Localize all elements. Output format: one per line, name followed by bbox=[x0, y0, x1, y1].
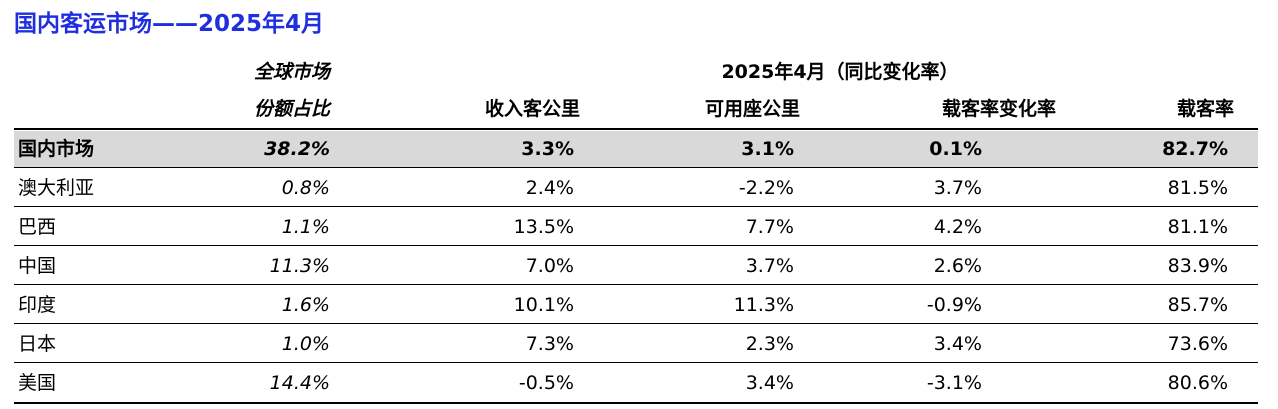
row-ask: 3.4% bbox=[745, 372, 794, 394]
header-plf-change: 载客率变化率 bbox=[941, 98, 1056, 120]
row-rpk: 13.5% bbox=[513, 216, 574, 238]
row-plf-change: 3.7% bbox=[933, 177, 982, 199]
row-divider bbox=[14, 245, 1258, 246]
row-rpk: -0.5% bbox=[518, 372, 574, 394]
row-share: 0.8% bbox=[281, 177, 330, 199]
row-plf-change: 4.2% bbox=[933, 216, 982, 238]
row-plf-change: 3.4% bbox=[933, 333, 982, 355]
row-divider bbox=[14, 323, 1258, 324]
table-row: 日本 1.0% 7.3% 2.3% 3.4% 73.6% bbox=[14, 326, 1258, 362]
header-plf: 载客率 bbox=[1176, 98, 1234, 120]
row-plf: 83.9% bbox=[1167, 255, 1228, 277]
row-name: 印度 bbox=[18, 294, 57, 316]
row-share: 11.3% bbox=[269, 255, 330, 277]
table-row-domestic-market: 国内市场 38.2% 3.3% 3.1% 0.1% 82.7% bbox=[14, 131, 1258, 167]
row-rpk: 3.3% bbox=[521, 138, 574, 160]
header-share-line2: 份额占比 bbox=[253, 98, 330, 120]
row-name: 澳大利亚 bbox=[18, 177, 95, 199]
row-rpk: 7.3% bbox=[525, 333, 574, 355]
row-rpk: 2.4% bbox=[525, 177, 574, 199]
row-ask: 7.7% bbox=[745, 216, 794, 238]
row-ask: 3.7% bbox=[745, 255, 794, 277]
row-plf: 82.7% bbox=[1162, 138, 1228, 160]
row-plf: 81.1% bbox=[1167, 216, 1228, 238]
row-ask: 2.3% bbox=[745, 333, 794, 355]
row-plf-change: 0.1% bbox=[929, 138, 982, 160]
row-name: 国内市场 bbox=[18, 138, 95, 160]
table-row: 巴西 1.1% 13.5% 7.7% 4.2% 81.1% bbox=[14, 209, 1258, 245]
table-row: 印度 1.6% 10.1% 11.3% -0.9% 85.7% bbox=[14, 287, 1258, 323]
row-plf: 81.5% bbox=[1167, 177, 1228, 199]
row-share: 38.2% bbox=[264, 138, 330, 160]
page-title: 国内客运市场——2025年4月 bbox=[14, 11, 325, 37]
table-bottom-rule bbox=[14, 402, 1258, 404]
row-ask: -2.2% bbox=[738, 177, 794, 199]
row-name: 美国 bbox=[18, 372, 57, 394]
row-plf: 85.7% bbox=[1167, 294, 1228, 316]
row-share: 1.6% bbox=[281, 294, 330, 316]
row-name: 中国 bbox=[18, 255, 57, 277]
header-rule bbox=[14, 128, 1258, 130]
header-period: 2025年4月（同比变化率） bbox=[721, 61, 959, 83]
header-rpk: 收入客公里 bbox=[484, 98, 580, 120]
row-ask: 11.3% bbox=[733, 294, 794, 316]
row-divider bbox=[14, 167, 1258, 168]
row-plf-change: -0.9% bbox=[926, 294, 982, 316]
row-share: 1.1% bbox=[281, 216, 330, 238]
row-share: 1.0% bbox=[281, 333, 330, 355]
row-name: 巴西 bbox=[18, 216, 57, 238]
row-rpk: 7.0% bbox=[525, 255, 574, 277]
row-share: 14.4% bbox=[269, 372, 330, 394]
row-name: 日本 bbox=[18, 333, 57, 355]
row-plf: 73.6% bbox=[1167, 333, 1228, 355]
row-divider bbox=[14, 362, 1258, 363]
row-divider bbox=[14, 206, 1258, 207]
table-row: 中国 11.3% 7.0% 3.7% 2.6% 83.9% bbox=[14, 248, 1258, 284]
row-plf-change: 2.6% bbox=[933, 255, 982, 277]
row-plf-change: -3.1% bbox=[926, 372, 982, 394]
row-rpk: 10.1% bbox=[513, 294, 574, 316]
table-row: 美国 14.4% -0.5% 3.4% -3.1% 80.6% bbox=[14, 365, 1258, 401]
row-divider bbox=[14, 284, 1258, 285]
table-row: 澳大利亚 0.8% 2.4% -2.2% 3.7% 81.5% bbox=[14, 170, 1258, 206]
row-plf: 80.6% bbox=[1167, 372, 1228, 394]
header-share-line1: 全球市场 bbox=[253, 61, 330, 83]
header-ask: 可用座公里 bbox=[704, 98, 800, 120]
row-ask: 3.1% bbox=[741, 138, 794, 160]
